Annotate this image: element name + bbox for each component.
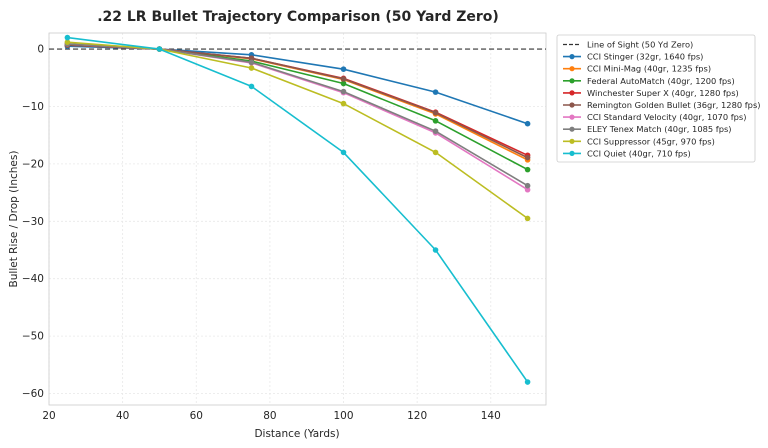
legend-marker	[569, 138, 575, 144]
x-axis-label: Distance (Yards)	[254, 428, 339, 440]
data-point	[248, 59, 255, 66]
data-point	[524, 154, 531, 161]
legend-label: CCI Quiet (40gr, 710 fps)	[587, 148, 691, 158]
data-point	[340, 149, 347, 156]
data-point	[340, 100, 347, 107]
series-line	[67, 36, 529, 383]
data-point	[432, 149, 439, 156]
data-point	[156, 46, 163, 52]
data-point	[340, 76, 347, 82]
data-point	[248, 83, 255, 90]
data-point	[524, 166, 531, 173]
series-layer	[64, 34, 531, 385]
series-7	[64, 41, 531, 189]
data-point	[64, 39, 71, 45]
data-point	[524, 182, 531, 189]
data-point	[248, 65, 255, 71]
legend-label: Line of Sight (50 Yd Zero)	[587, 40, 693, 50]
y-tick-label: −60	[22, 388, 44, 400]
legend: Line of Sight (50 Yd Zero) CCI Stinger (3…	[556, 34, 761, 163]
legend-marker	[569, 54, 575, 60]
data-point	[248, 55, 255, 62]
legend-marker	[569, 114, 575, 120]
data-point	[432, 109, 439, 116]
legend-label: CCI Standard Velocity (40gr, 1070 fps)	[587, 112, 746, 122]
data-point	[524, 120, 531, 127]
legend-marker	[569, 102, 575, 108]
series-line	[67, 43, 528, 171]
data-point	[432, 118, 439, 124]
x-tick-label: 80	[263, 410, 276, 422]
x-tick-label: 20	[42, 410, 55, 422]
data-point	[524, 186, 531, 193]
data-point	[524, 379, 531, 385]
data-point	[432, 128, 439, 134]
x-tick-label: 60	[190, 410, 203, 422]
y-tick-label: −20	[22, 158, 44, 170]
legend-label: CCI Suppressor (45gr, 970 fps)	[587, 136, 715, 146]
legend-label: Remington Golden Bullet (36gr, 1280 fps)	[587, 100, 761, 110]
data-point	[340, 88, 347, 95]
x-tick-label: 100	[333, 410, 353, 422]
x-tick-label: 140	[481, 410, 501, 422]
y-tick-label: −30	[22, 216, 44, 228]
data-point	[432, 89, 439, 95]
y-tick-label: −40	[22, 273, 44, 285]
data-point	[524, 215, 531, 222]
y-tick-label: 0	[37, 44, 44, 56]
series-9	[64, 34, 531, 385]
data-point	[64, 34, 71, 41]
legend-marker	[569, 78, 575, 84]
legend-label: CCI Stinger (32gr, 1640 fps)	[587, 52, 703, 62]
legend-marker	[569, 126, 575, 132]
tick-labels: 20 40 60 80 100 120 140 0 −10 −20 −30 −40 −50 −60	[22, 44, 501, 422]
legend-label: CCI Mini-Mag (40gr, 1235 fps)	[587, 64, 711, 74]
legend-box	[556, 34, 756, 163]
legend-label: Winchester Super X (40gr, 1280 fps)	[587, 88, 739, 98]
data-point	[340, 66, 347, 72]
plot-area	[48, 32, 547, 406]
legend-marker	[569, 90, 575, 96]
x-tick-label: 40	[116, 410, 129, 422]
y-axis-label: Bullet Rise / Drop (Inches)	[8, 151, 20, 288]
legend-marker	[569, 150, 575, 156]
data-point	[340, 80, 347, 87]
y-tick-label: −50	[22, 331, 44, 343]
series-8	[64, 39, 531, 222]
y-tick-label: −10	[22, 101, 44, 113]
grid	[48, 33, 546, 405]
series-line	[67, 43, 529, 187]
x-tick-label: 120	[407, 410, 427, 422]
chart-title: .22 LR Bullet Trajectory Comparison (50 …	[97, 9, 499, 25]
series-2	[64, 42, 531, 163]
legend-label: Federal AutoMatch (40gr, 1200 fps)	[587, 76, 735, 86]
legend-label: ELEY Tenex Match (40gr, 1085 fps)	[587, 124, 732, 134]
data-point	[432, 247, 439, 253]
legend-marker	[569, 66, 575, 72]
series-line	[67, 43, 529, 191]
